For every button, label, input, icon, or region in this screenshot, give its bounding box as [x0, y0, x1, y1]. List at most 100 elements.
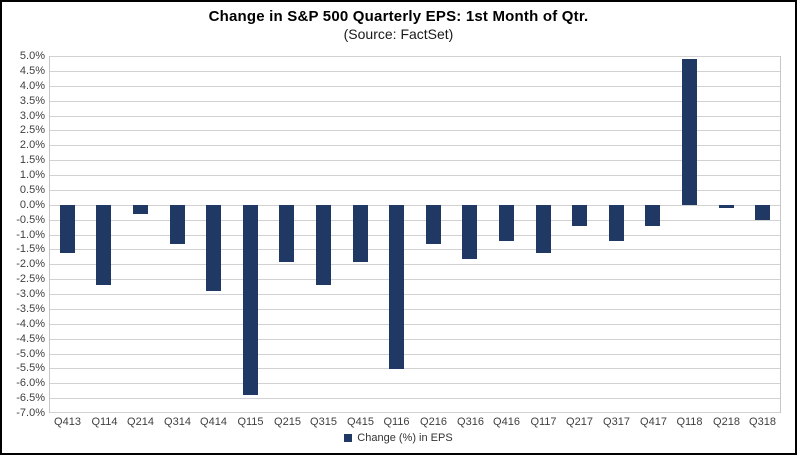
y-axis-tick-label: 4.0%: [19, 80, 45, 92]
gridline: [49, 412, 781, 413]
bar-q117: [536, 205, 551, 253]
y-axis-tick-label: 4.5%: [19, 65, 45, 77]
x-axis-tick-label: Q414: [200, 416, 227, 428]
bar-q118: [682, 59, 697, 205]
x-axis-tick-label: Q317: [603, 416, 630, 428]
y-axis-tick-label: -4.0%: [16, 318, 45, 330]
gridline: [49, 56, 781, 57]
y-axis-tick-label: -0.5%: [16, 214, 45, 226]
gridline: [49, 190, 781, 191]
gridline: [49, 101, 781, 102]
bar-q417: [645, 205, 660, 226]
gridline: [49, 249, 781, 250]
x-axis-tick-label: Q417: [640, 416, 667, 428]
y-axis-tick-label: -5.5%: [16, 362, 45, 374]
gridline: [49, 398, 781, 399]
y-axis-tick-label: 2.0%: [19, 139, 45, 151]
y-axis-tick-label: -5.0%: [16, 348, 45, 360]
x-axis-tick-label: Q115: [237, 416, 264, 428]
x-axis-tick-label: Q216: [420, 416, 447, 428]
x-axis-tick-label: Q218: [713, 416, 740, 428]
y-axis-tick-label: -1.5%: [16, 243, 45, 255]
x-axis-tick-label: Q316: [457, 416, 484, 428]
bar-q316: [462, 205, 477, 259]
bar-q116: [389, 205, 404, 369]
plot-border: [49, 56, 50, 413]
y-axis-tick-label: 5.0%: [19, 50, 45, 62]
plot-area: [49, 56, 781, 413]
chart-subtitle: (Source: FactSet): [343, 26, 454, 42]
gridline: [49, 309, 781, 310]
x-axis-tick-label: Q118: [676, 416, 703, 428]
gridline: [49, 235, 781, 236]
gridline: [49, 354, 781, 355]
y-axis-tick-label: 3.5%: [19, 95, 45, 107]
bar-q214: [133, 205, 148, 214]
y-axis-tick-label: -1.0%: [16, 229, 45, 241]
y-axis-tick-label: 0.0%: [19, 199, 45, 211]
x-axis-tick-label: Q413: [54, 416, 81, 428]
y-axis-tick-label: -6.5%: [16, 392, 45, 404]
bar-q216: [426, 205, 441, 244]
bar-q114: [96, 205, 111, 285]
y-axis-tick-label: -7.0%: [16, 407, 45, 419]
x-axis: Q413 Q114 Q214 Q314 Q414 Q115 Q215 Q315 Q415 Q116…: [49, 416, 781, 430]
gridline: [49, 130, 781, 131]
gridline: [49, 175, 781, 176]
y-axis-tick-label: -3.5%: [16, 303, 45, 315]
y-axis-tick-label: 2.5%: [19, 124, 45, 136]
gridline: [49, 294, 781, 295]
gridline: [49, 324, 781, 325]
bar-q315: [316, 205, 331, 285]
bar-q215: [279, 205, 294, 262]
x-axis-tick-label: Q217: [566, 416, 593, 428]
bar-q318: [755, 205, 770, 220]
y-axis-tick-label: 0.5%: [19, 184, 45, 196]
x-axis-tick-label: Q318: [749, 416, 776, 428]
bar-q414: [206, 205, 221, 291]
bar-q218: [719, 205, 734, 208]
x-axis-tick-label: Q314: [164, 416, 191, 428]
gridline: [49, 160, 781, 161]
bar-q317: [609, 205, 624, 241]
y-axis-tick-label: -2.0%: [16, 258, 45, 270]
plot-border: [780, 56, 781, 413]
gridline: [49, 339, 781, 340]
x-axis-tick-label: Q315: [310, 416, 337, 428]
x-axis-tick-label: Q114: [91, 416, 118, 428]
gridline: [49, 145, 781, 146]
x-axis-tick-label: Q415: [347, 416, 374, 428]
gridline: [49, 71, 781, 72]
y-axis-tick-label: -3.0%: [16, 288, 45, 300]
gridline: [49, 264, 781, 265]
gridline: [49, 116, 781, 117]
x-axis-tick-label: Q214: [127, 416, 154, 428]
legend-square-icon: [344, 434, 353, 442]
x-axis-tick-label: Q416: [493, 416, 520, 428]
bar-q413: [60, 205, 75, 253]
y-axis-tick-label: 3.0%: [19, 110, 45, 122]
y-axis-tick-label: -2.5%: [16, 273, 45, 285]
y-axis-tick-label: -6.0%: [16, 377, 45, 389]
gridline: [49, 368, 781, 369]
x-axis-tick-label: Q117: [530, 416, 557, 428]
bar-q115: [243, 205, 258, 395]
gridline: [49, 205, 781, 206]
bar-q415: [353, 205, 368, 262]
y-axis-tick-label: 1.5%: [19, 154, 45, 166]
y-axis-tick-label: 1.0%: [19, 169, 45, 181]
legend: Change (%) in EPS: [2, 432, 795, 444]
gridline: [49, 383, 781, 384]
bar-q416: [499, 205, 514, 241]
x-axis-tick-label: Q116: [383, 416, 410, 428]
x-axis-tick-label: Q215: [274, 416, 301, 428]
bar-q314: [170, 205, 185, 244]
bar-q217: [572, 205, 587, 226]
gridline: [49, 220, 781, 221]
gridline: [49, 86, 781, 87]
gridline: [49, 279, 781, 280]
chart-title: Change in S&P 500 Quarterly EPS: 1st Mon…: [208, 8, 589, 25]
y-axis-tick-label: -4.5%: [16, 333, 45, 345]
y-axis: 5.0% 4.5% 4.0% 3.5% 3.0% 2.5% 2.0% 1.5% 1.0% 0.5%…: [2, 50, 45, 419]
